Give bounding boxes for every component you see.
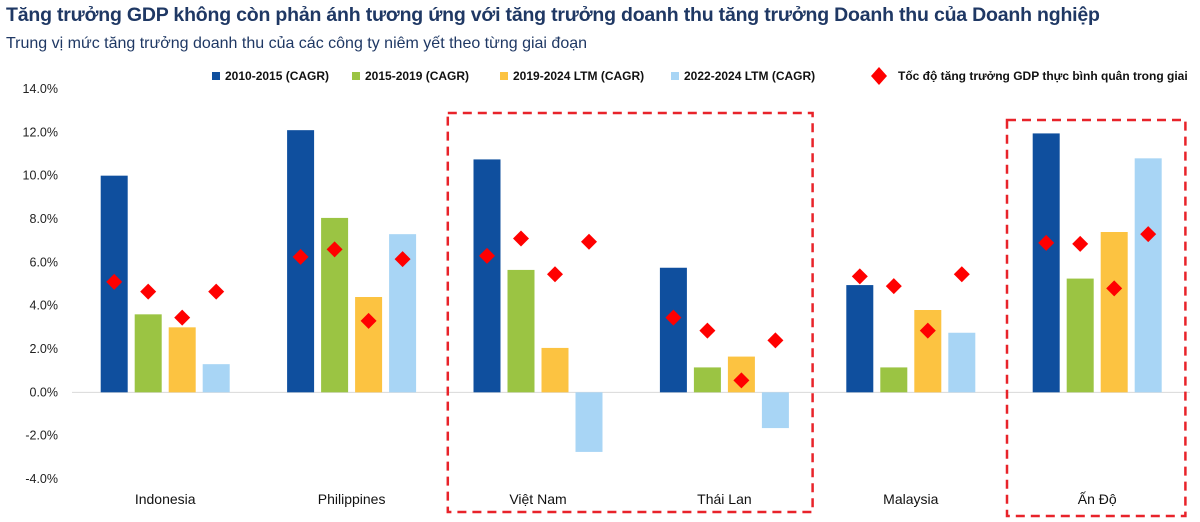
gdp-marker-Philippines-0: [292, 248, 309, 265]
bar-Thái Lan-0: [659, 267, 687, 393]
legend-swatch: [212, 72, 220, 80]
gdp-marker-Thái Lan-3: [767, 332, 784, 349]
category-label: Philippines: [318, 491, 386, 507]
y-tick-label: 2.0%: [30, 342, 59, 356]
bar-Indonesia-3: [202, 364, 230, 393]
bar-Việt Nam-1: [507, 269, 535, 393]
gdp-marker-Indonesia-0: [106, 273, 123, 290]
legend-swatch: [671, 72, 679, 80]
bar-Việt Nam-0: [473, 159, 501, 393]
gdp-marker-Thái Lan-2: [733, 372, 750, 389]
gdp-marker-Thái Lan-0: [665, 309, 682, 326]
bar-Malaysia-3: [948, 332, 976, 393]
gdp-marker-Indonesia-1: [140, 283, 157, 300]
bar-Thái Lan-1: [693, 367, 721, 393]
gdp-marker-Việt Nam-2: [547, 266, 563, 283]
gdp-marker-Philippines-1: [326, 241, 343, 258]
bar-Ấn Độ-1: [1066, 278, 1094, 393]
bar-Ấn Độ-0: [1032, 133, 1060, 393]
bar-Philippines-2: [355, 297, 383, 393]
gdp-marker-Indonesia-3: [208, 283, 225, 300]
highlight-box: [1005, 118, 1187, 518]
y-tick-label: 6.0%: [30, 255, 59, 269]
bar-Indonesia-2: [168, 327, 196, 393]
bar-Malaysia-2: [914, 310, 942, 393]
y-tick-label: -4.0%: [25, 472, 58, 486]
bar-Thái Lan-3: [761, 392, 789, 429]
gdp-marker-Malaysia-0: [851, 268, 868, 285]
legend-swatch: [352, 72, 360, 80]
legend-label: Tốc độ tăng trưởng GDP thực bình quân tr…: [898, 69, 1188, 83]
gdp-marker-Việt Nam-3: [581, 233, 597, 250]
legend-marker: [871, 67, 887, 85]
bar-Ấn Độ-2: [1100, 232, 1128, 393]
gdp-marker-Việt Nam-1: [513, 230, 529, 247]
y-tick-label: 10.0%: [23, 169, 58, 183]
gdp-marker-Malaysia-1: [885, 278, 902, 295]
category-label: Ấn Độ: [1078, 491, 1117, 507]
gdp-marker-Indonesia-2: [174, 309, 191, 326]
legend-label: 2022-2024 LTM (CAGR): [684, 69, 815, 83]
legend-swatch: [500, 72, 508, 80]
y-tick-label: 4.0%: [30, 299, 59, 313]
gdp-marker-Malaysia-3: [953, 266, 970, 283]
gdp-marker-Việt Nam-0: [479, 247, 495, 264]
bar-Malaysia-1: [880, 367, 908, 393]
bar-Indonesia-1: [134, 314, 162, 393]
category-label: Malaysia: [883, 491, 938, 507]
y-tick-label: 8.0%: [30, 212, 59, 226]
y-tick-label: 0.0%: [30, 385, 59, 399]
legend-label: 2019-2024 LTM (CAGR): [513, 69, 644, 83]
highlight-box: [446, 111, 814, 514]
category-label: Thái Lan: [697, 491, 751, 507]
category-label: Việt Nam: [509, 491, 566, 507]
y-tick-label: 12.0%: [23, 125, 58, 139]
gdp-marker-Thái Lan-1: [699, 322, 716, 339]
category-label: Indonesia: [135, 491, 196, 507]
y-tick-label: -2.0%: [25, 429, 58, 443]
legend-label: 2010-2015 (CAGR): [225, 69, 329, 83]
gdp-marker-Ấn Độ-0: [1038, 234, 1055, 251]
bar-Malaysia-0: [846, 285, 874, 393]
gdp-marker-Ấn Độ-2: [1106, 280, 1123, 297]
gdp-marker-Malaysia-2: [919, 322, 936, 339]
bar-Ấn Độ-3: [1134, 158, 1162, 393]
gdp-marker-Philippines-2: [360, 312, 377, 329]
y-tick-label: 14.0%: [23, 82, 58, 96]
gdp-marker-Ấn Độ-1: [1072, 235, 1089, 252]
bar-Việt Nam-2: [541, 347, 569, 393]
chart-title: Tăng trưởng GDP không còn phản ánh tương…: [6, 4, 1100, 26]
chart-subtitle: Trung vị mức tăng trưởng doanh thu của c…: [6, 35, 588, 52]
legend-label: 2015-2019 (CAGR): [365, 69, 469, 83]
bar-Việt Nam-3: [575, 392, 603, 452]
gdp-marker-Ấn Độ-3: [1140, 226, 1157, 243]
gdp-marker-Philippines-3: [394, 251, 411, 268]
